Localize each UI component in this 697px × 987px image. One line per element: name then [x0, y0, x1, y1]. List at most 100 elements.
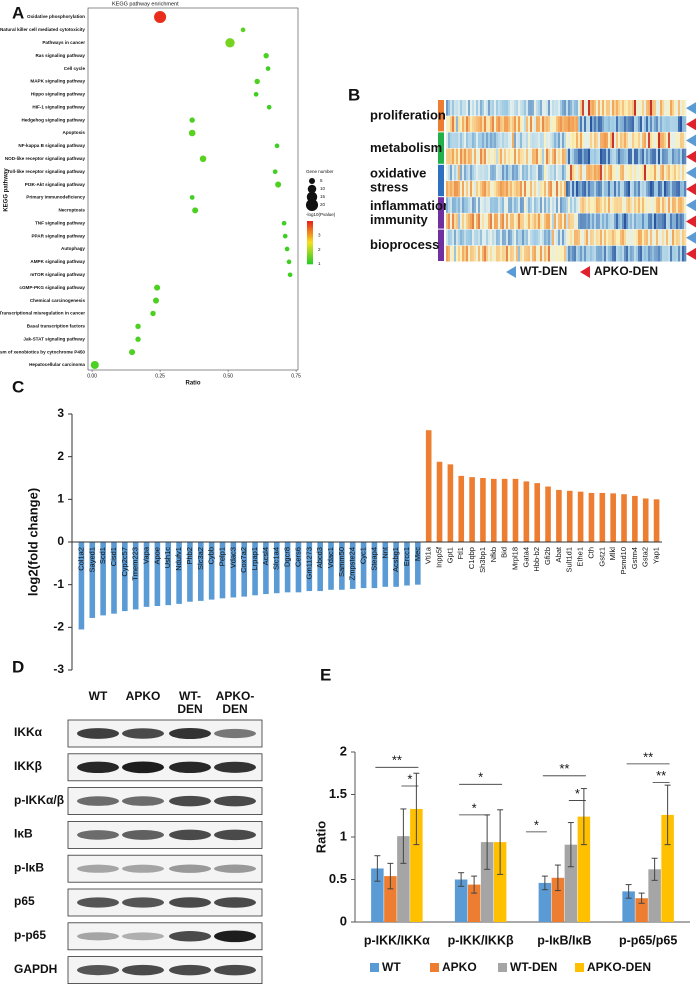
heatmap-cell — [684, 116, 687, 132]
heatmap-cell — [488, 116, 491, 132]
heatmap-cell — [642, 213, 645, 230]
heatmap-cell — [654, 181, 657, 197]
heatmap-cell — [502, 132, 505, 149]
heatmap-cell — [560, 229, 563, 246]
heatmap-cell — [574, 245, 577, 262]
heatmap-cell — [600, 197, 603, 213]
legend-label: WT-DEN — [510, 960, 557, 974]
heatmap-cell — [552, 229, 555, 246]
y-axis-label: log2(fold change) — [25, 488, 40, 596]
heatmap-cell — [600, 229, 603, 246]
colorbar-cell — [307, 232, 313, 235]
heatmap-cell — [680, 197, 683, 213]
heatmap-cell — [612, 245, 615, 262]
row-label: p-IκB — [14, 860, 44, 874]
heatmap-cell — [474, 181, 477, 197]
heatmap-cell — [474, 100, 477, 116]
heatmap-cell — [650, 181, 653, 197]
heatmap-cell — [454, 148, 457, 165]
heatmap-cell — [576, 245, 579, 262]
bar — [154, 542, 161, 606]
heatmap-cell — [584, 100, 587, 116]
heatmap-cell — [640, 148, 643, 165]
heatmap-cell — [520, 197, 523, 213]
heatmap-cell — [582, 132, 585, 149]
heatmap-cell — [554, 148, 557, 165]
heatmap-cell — [550, 197, 553, 213]
bar — [454, 879, 468, 922]
group-strip — [438, 132, 444, 164]
heatmap-cell — [676, 132, 679, 149]
heatmap-cell — [582, 197, 585, 213]
heatmap-cell — [566, 148, 569, 165]
heatmap-cell — [614, 164, 617, 181]
heatmap-cell — [676, 213, 679, 230]
heatmap-cell — [656, 132, 659, 149]
heatmap-cell — [614, 132, 617, 149]
heatmap-cell — [634, 245, 637, 262]
heatmap-cell — [532, 148, 535, 165]
bar — [480, 478, 486, 542]
row-label: inflammation — [370, 198, 451, 213]
heatmap-cell — [508, 132, 511, 149]
heatmap-cell — [502, 213, 505, 230]
row-marker — [686, 183, 696, 196]
heatmap-cell — [682, 245, 685, 262]
heatmap-cell — [556, 213, 559, 230]
heatmap-cell — [622, 100, 625, 116]
heatmap-cell — [588, 181, 591, 197]
heatmap-cell — [578, 245, 581, 262]
y-tick-label: 1.5 — [329, 786, 347, 801]
column-label: DEN — [177, 702, 202, 716]
heatmap-cell — [514, 229, 517, 246]
heatmap-cell — [550, 132, 553, 149]
bar — [564, 844, 578, 922]
heatmap-cell — [504, 164, 507, 181]
x-tick-label: Nnt — [380, 546, 389, 559]
heatmap-cell — [652, 116, 655, 132]
heatmap-cell — [578, 148, 581, 165]
heatmap-cell — [672, 164, 675, 181]
heatmap-cell — [480, 164, 483, 181]
row-marker — [686, 231, 696, 244]
heatmap-cell — [668, 229, 671, 246]
heatmap-cell — [628, 132, 631, 149]
heatmap-cell — [668, 181, 671, 197]
heatmap-cell — [616, 229, 619, 246]
heatmap-cell — [682, 116, 685, 132]
heatmap-cell — [614, 229, 617, 246]
heatmap-cell — [466, 181, 469, 197]
heatmap-cell — [536, 181, 539, 197]
heatmap-cell — [464, 213, 467, 230]
heatmap-cell — [626, 245, 629, 262]
heatmap-cell — [566, 229, 569, 246]
heatmap-cell — [472, 213, 475, 230]
x-tick-label: Vdac1 — [326, 547, 335, 568]
heatmap-cell — [612, 181, 615, 197]
heatmap-cell — [626, 229, 629, 246]
heatmap-cell — [606, 132, 609, 149]
heatmap-cell — [656, 164, 659, 181]
heatmap-cell — [448, 148, 451, 165]
heatmap-cell — [574, 148, 577, 165]
heatmap-cell — [460, 197, 463, 213]
heatmap-cell — [580, 245, 583, 262]
heatmap-cell — [646, 116, 649, 132]
bar — [493, 842, 507, 922]
heatmap-cell — [480, 229, 483, 246]
group-strip — [438, 229, 444, 261]
heatmap-cell — [680, 229, 683, 246]
heatmap-cell — [534, 100, 537, 116]
heatmap-cell — [488, 245, 491, 262]
x-tick-label: Dgcr8 — [283, 547, 292, 567]
heatmap-cell — [546, 148, 549, 165]
dot — [135, 323, 141, 330]
colorbar-cell — [307, 261, 313, 263]
heatmap-cell — [454, 245, 457, 262]
heatmap-cell — [566, 132, 569, 149]
heatmap-cell — [468, 181, 471, 197]
x-tick-label: Cybb — [207, 547, 216, 565]
x-tick-label: Ndufv1 — [174, 547, 183, 571]
heatmap-cell — [494, 181, 497, 197]
heatmap-cell — [660, 100, 663, 116]
